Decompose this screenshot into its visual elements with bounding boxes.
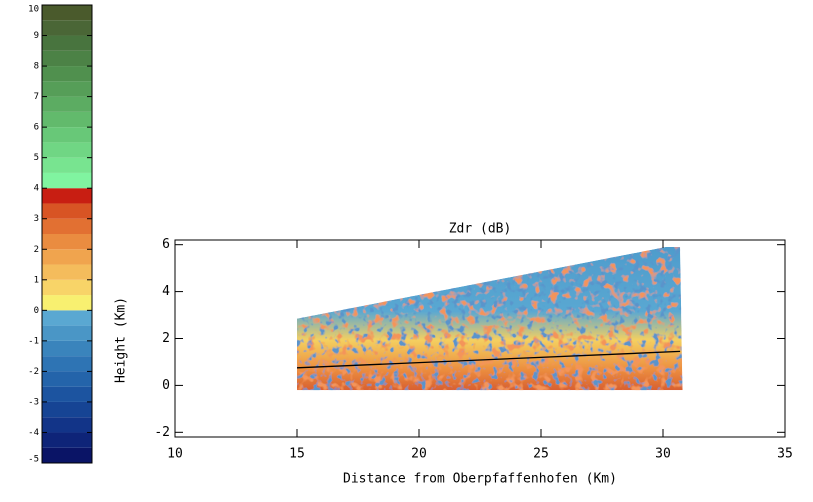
color-swatch <box>42 234 92 250</box>
y-tick-label: 6 <box>162 237 170 252</box>
x-axis-label: Distance from Oberpfaffenhofen (Km) <box>343 472 617 487</box>
color-swatch <box>42 417 92 433</box>
colorbar-tick-label: -2 <box>28 367 39 377</box>
color-swatch <box>42 20 92 36</box>
line-series <box>296 350 681 369</box>
y-tick-label: 2 <box>162 331 170 346</box>
color-swatch <box>42 66 92 82</box>
color-swatch <box>42 356 92 372</box>
color-swatch <box>42 157 92 173</box>
color-swatch <box>42 310 92 326</box>
colorbar-tick-label: 1 <box>34 275 39 285</box>
color-swatch <box>42 295 92 311</box>
color-swatch <box>42 127 92 143</box>
x-tick-label: 20 <box>411 447 427 462</box>
color-swatch <box>42 249 92 265</box>
colorbar-tick-label: -3 <box>28 397 39 407</box>
color-swatch <box>42 81 92 97</box>
chart-title: Zdr (dB) <box>449 222 512 237</box>
colorbar: -5 -4 -3 -2 -1 0 1 2 3 4 5 6 7 8 9 10 <box>28 4 93 465</box>
x-tick-label: 10 <box>167 447 183 462</box>
color-swatch <box>42 96 92 112</box>
plot: 10 15 20 25 30 35 -2 0 2 4 6 <box>154 237 792 461</box>
colorbar-tick-label: 6 <box>34 123 39 133</box>
colorbar-frame <box>41 4 93 464</box>
radar-field <box>297 247 683 391</box>
colorbar-tick-label: -1 <box>28 336 39 346</box>
colorbar-tick-label: 7 <box>34 92 39 102</box>
color-swatch <box>42 447 92 463</box>
color-swatch <box>42 218 92 234</box>
colorbar-tick-label: 3 <box>34 214 39 224</box>
color-swatch <box>42 386 92 402</box>
color-swatch <box>42 172 92 189</box>
colorbar-tick-label: -4 <box>28 428 39 438</box>
color-swatch <box>42 5 92 21</box>
color-swatch <box>42 142 92 158</box>
x-tick-label: 25 <box>533 447 549 462</box>
x-tick-label: 30 <box>655 447 671 462</box>
color-swatch <box>42 35 92 51</box>
colorbar-tick-label: 0 <box>34 306 39 316</box>
colorbar-tick-label: 4 <box>34 184 39 194</box>
color-swatch <box>42 325 92 341</box>
y-axis-label: Height (Km) <box>114 297 129 383</box>
y-tick-label: -2 <box>154 425 170 440</box>
colorbar-tick-label: -5 <box>28 455 39 465</box>
x-tick-label: 15 <box>289 447 305 462</box>
y-tick-label: 0 <box>162 378 170 393</box>
color-swatch <box>42 432 92 448</box>
colorbar-tick-label: 5 <box>34 153 39 163</box>
color-swatch <box>42 401 92 418</box>
color-swatch <box>42 340 92 357</box>
colorbar-tick-label: 9 <box>34 31 39 41</box>
color-swatch <box>42 50 92 67</box>
x-tick-label: 35 <box>777 447 793 462</box>
color-swatch <box>42 371 92 387</box>
colorbar-tick-label: 8 <box>34 62 39 72</box>
y-tick-label: 4 <box>162 284 170 299</box>
color-swatch <box>42 203 92 219</box>
color-swatch <box>42 264 92 280</box>
color-swatch <box>42 111 92 128</box>
colorbar-tick-label: 2 <box>34 245 39 255</box>
color-swatch <box>42 279 92 296</box>
color-swatch <box>42 188 92 204</box>
colorbar-tick-label: 10 <box>28 5 39 15</box>
